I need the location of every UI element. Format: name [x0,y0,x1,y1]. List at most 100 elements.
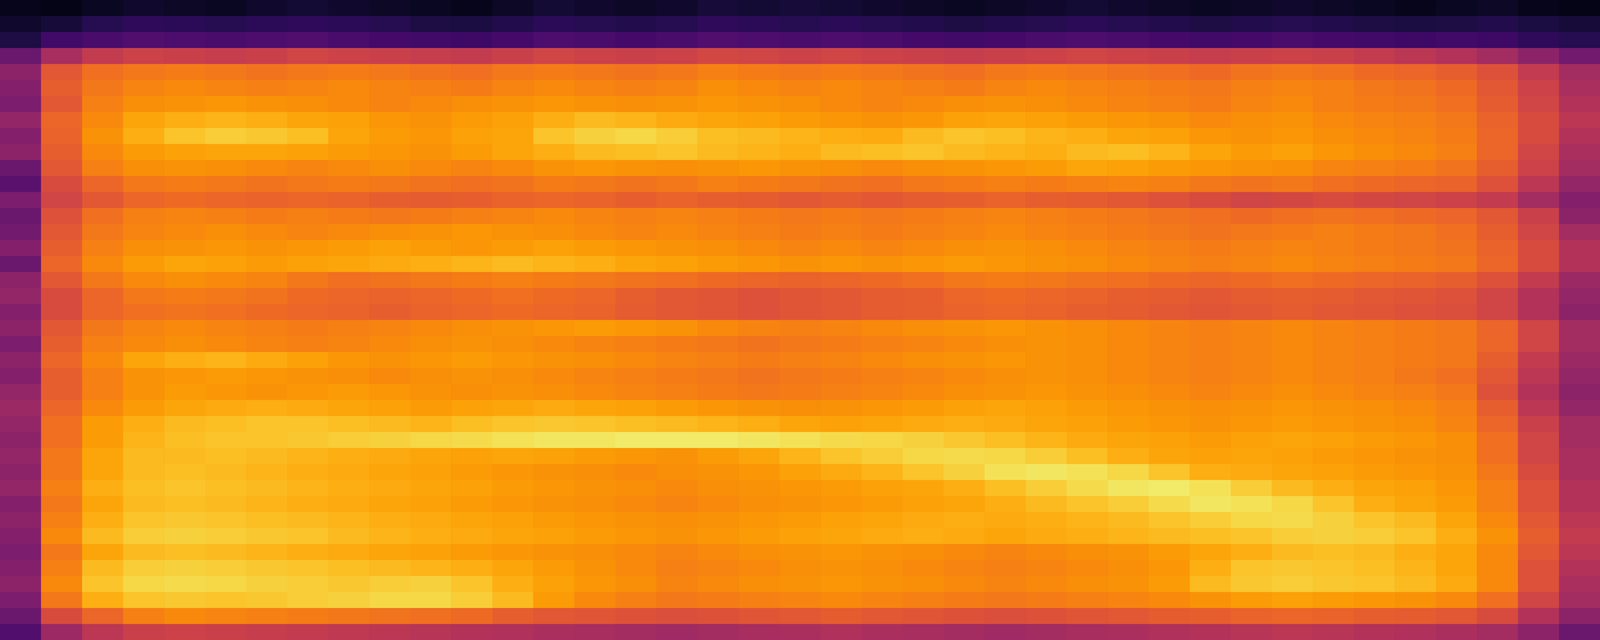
heatmap-cell [656,560,698,577]
heatmap-cell [1189,80,1231,97]
heatmap-cell [1354,304,1396,321]
heatmap-cell [533,400,575,417]
heatmap-cell [1436,544,1478,561]
heatmap-cell [943,208,985,225]
heatmap-cell [738,432,780,449]
heatmap-cell [1107,336,1149,353]
heatmap-cell [1518,624,1560,640]
heatmap-cell [164,240,206,257]
heatmap-cell [1476,368,1518,385]
heatmap-cell [1107,544,1149,561]
heatmap-cell [1518,496,1560,513]
heatmap-cell [984,464,1026,481]
heatmap-cell [1394,96,1436,113]
heatmap-cell [287,176,329,193]
heatmap-cell [902,48,944,65]
heatmap-cell [451,432,493,449]
heatmap-cell [902,432,944,449]
heatmap-cell [82,128,124,145]
heatmap-cell [615,544,657,561]
heatmap-cell [779,560,821,577]
heatmap-cell [1394,64,1436,81]
heatmap-cell [1436,416,1478,433]
heatmap-cell [1271,608,1313,625]
heatmap-cell [697,176,739,193]
heatmap-cell [656,64,698,81]
heatmap-cell [656,368,698,385]
heatmap-cell [615,192,657,209]
heatmap-cell [1189,256,1231,273]
heatmap-cell [1271,144,1313,161]
heatmap-cell [574,240,616,257]
heatmap-cell [533,368,575,385]
heatmap-cell [1518,64,1560,81]
heatmap-cell [902,96,944,113]
heatmap-cell [41,576,83,593]
heatmap-cell [82,432,124,449]
heatmap-cell [369,560,411,577]
heatmap-cell [1558,416,1600,433]
heatmap-cell [1230,560,1272,577]
heatmap-cell [82,576,124,593]
heatmap-cell [1025,208,1067,225]
heatmap-cell [1148,160,1190,177]
heatmap-cell [1312,416,1354,433]
heatmap-cell [1230,384,1272,401]
heatmap-cell [41,544,83,561]
heatmap-cell [1354,32,1396,49]
heatmap-cell [697,512,739,529]
heatmap-cell [492,176,534,193]
heatmap-cell [492,208,534,225]
heatmap-cell [1436,80,1478,97]
heatmap-cell [0,240,42,257]
heatmap-cell [1107,224,1149,241]
heatmap-cell [984,160,1026,177]
heatmap-cell [656,496,698,513]
heatmap-cell [492,80,534,97]
heatmap-cell [533,480,575,497]
heatmap-cell [1189,576,1231,593]
heatmap-cell [123,352,165,369]
heatmap-cell [1518,384,1560,401]
heatmap-cell [697,576,739,593]
heatmap-cell [82,368,124,385]
heatmap-cell [451,352,493,369]
heatmap-cell [41,32,83,49]
heatmap-cell [984,320,1026,337]
heatmap-cell [1107,384,1149,401]
heatmap-cell [0,320,42,337]
heatmap-cell [328,112,370,129]
heatmap-cell [1107,512,1149,529]
heatmap-cell [943,48,985,65]
heatmap-cell [902,576,944,593]
heatmap-cell [369,0,411,17]
heatmap-cell [164,416,206,433]
heatmap-cell [656,336,698,353]
heatmap-cell [984,448,1026,465]
heatmap-cell [492,304,534,321]
heatmap-cell [41,464,83,481]
heatmap-cell [1394,240,1436,257]
heatmap-cell [369,16,411,33]
heatmap-cell [656,192,698,209]
heatmap-cell [1107,464,1149,481]
heatmap-cell [779,0,821,17]
heatmap-cell [533,352,575,369]
heatmap-cell [82,384,124,401]
heatmap-cell [41,48,83,65]
heatmap-cell [1189,464,1231,481]
heatmap-cell [738,576,780,593]
heatmap-cell [1066,0,1108,17]
heatmap-cell [861,80,903,97]
heatmap-cell [1271,496,1313,513]
heatmap-cell [1230,192,1272,209]
heatmap-cell [1558,272,1600,289]
heatmap-cell [1148,592,1190,609]
heatmap-cell [492,272,534,289]
heatmap-cell [861,144,903,161]
heatmap-cell [779,112,821,129]
heatmap-cell [492,64,534,81]
heatmap-cell [984,496,1026,513]
heatmap-cell [1518,208,1560,225]
heatmap-cell [656,480,698,497]
